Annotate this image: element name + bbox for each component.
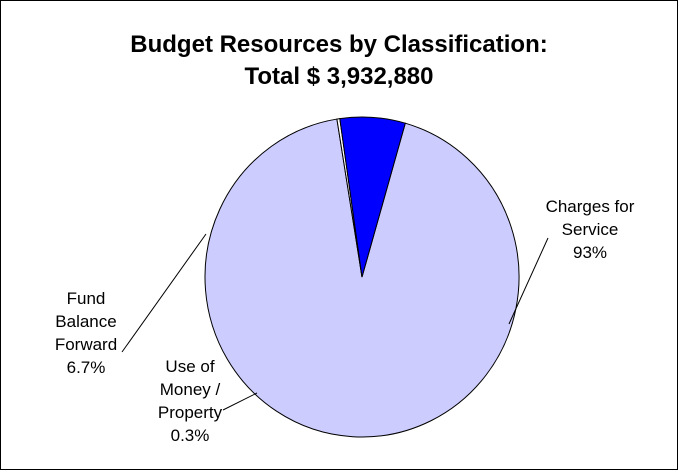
data-label-line: Fund <box>67 289 106 308</box>
data-label-line: Charges for <box>546 197 635 216</box>
pie-slice-charges-for-service <box>204 118 520 438</box>
data-label-line: Money / <box>160 380 221 399</box>
data-label-fund-balance-forward: Fund Balance Forward 6.7% <box>55 289 117 377</box>
leader-line-use-of-money-property <box>222 392 258 411</box>
data-label-line: Forward <box>55 335 117 354</box>
pie-slice-fund-balance-forward <box>339 116 406 278</box>
data-label-line: 93% <box>573 243 607 262</box>
chart-title-line-2: Total $ 3,932,880 <box>244 63 434 90</box>
data-label-line: Use of <box>165 357 214 376</box>
chart-title-line-1: Budget Resources by Classification: <box>130 31 548 58</box>
leader-line-fund-balance-forward <box>121 233 207 353</box>
leader-line-charges-for-service <box>508 237 549 325</box>
data-label-line: Service <box>562 220 619 239</box>
data-label-use-of-money-property: Use of Money / Property 0.3% <box>158 357 223 445</box>
data-label-line: 0.3% <box>171 426 210 445</box>
chart-title: Budget Resources by Classification: Tota… <box>1 29 677 93</box>
data-label-charges-for-service: Charges for Service 93% <box>546 197 635 262</box>
data-label-line: Balance <box>55 312 116 331</box>
data-label-line: 6.7% <box>67 358 106 377</box>
data-label-line: Property <box>158 403 223 422</box>
